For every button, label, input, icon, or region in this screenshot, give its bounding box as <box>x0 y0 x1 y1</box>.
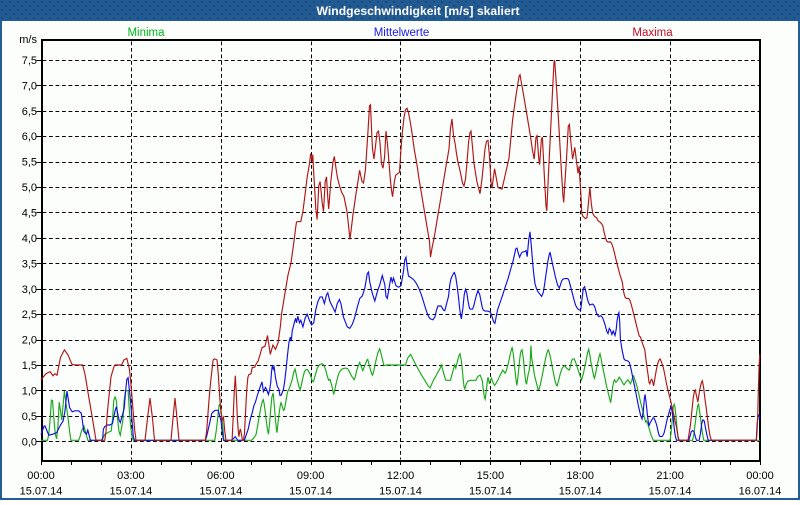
svg-text:2,0: 2,0 <box>22 335 37 347</box>
svg-text:Mittelwerte: Mittelwerte <box>374 27 430 39</box>
svg-text:15.07.14: 15.07.14 <box>559 486 602 498</box>
svg-text:21:00: 21:00 <box>656 470 684 482</box>
svg-text:Maxima: Maxima <box>632 27 673 39</box>
svg-text:5,5: 5,5 <box>22 157 37 169</box>
svg-text:Windgeschwindigkeit [m/s] skal: Windgeschwindigkeit [m/s] skaliert <box>316 4 519 18</box>
svg-text:15.07.14: 15.07.14 <box>199 486 242 498</box>
svg-text:7,0: 7,0 <box>22 80 37 92</box>
svg-text:0,0: 0,0 <box>22 436 37 448</box>
svg-text:15.07.14: 15.07.14 <box>649 486 692 498</box>
svg-text:6,0: 6,0 <box>22 131 37 143</box>
svg-text:15.07.14: 15.07.14 <box>469 486 512 498</box>
svg-text:m/s: m/s <box>19 34 37 46</box>
svg-text:18:00: 18:00 <box>566 470 594 482</box>
svg-text:16.07.14: 16.07.14 <box>739 486 782 498</box>
svg-text:15.07.14: 15.07.14 <box>289 486 332 498</box>
svg-text:15.07.14: 15.07.14 <box>379 486 422 498</box>
svg-text:4,5: 4,5 <box>22 208 37 220</box>
svg-text:15:00: 15:00 <box>477 470 505 482</box>
svg-text:4,0: 4,0 <box>22 233 37 245</box>
svg-text:0,5: 0,5 <box>22 411 37 423</box>
svg-text:1,0: 1,0 <box>22 385 37 397</box>
svg-text:Minima: Minima <box>127 27 165 39</box>
svg-text:2,5: 2,5 <box>22 309 37 321</box>
svg-text:3,5: 3,5 <box>22 258 37 270</box>
svg-text:00:00: 00:00 <box>27 470 55 482</box>
svg-text:00:00: 00:00 <box>746 470 774 482</box>
svg-text:6,5: 6,5 <box>22 106 37 118</box>
svg-text:12:00: 12:00 <box>387 470 415 482</box>
svg-text:06:00: 06:00 <box>207 470 235 482</box>
svg-text:7,5: 7,5 <box>22 55 37 67</box>
svg-text:09:00: 09:00 <box>297 470 325 482</box>
svg-text:5,0: 5,0 <box>22 182 37 194</box>
svg-text:1,5: 1,5 <box>22 360 37 372</box>
svg-text:15.07.14: 15.07.14 <box>109 486 152 498</box>
svg-text:3,0: 3,0 <box>22 284 37 296</box>
svg-text:15.07.14: 15.07.14 <box>20 486 63 498</box>
svg-text:03:00: 03:00 <box>117 470 145 482</box>
